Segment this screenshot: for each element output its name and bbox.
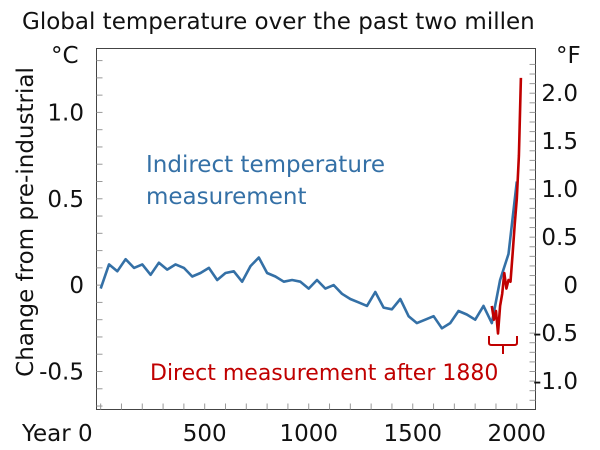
y-tick-label: 0.5: [47, 187, 84, 213]
indirect-annotation-line-2: measurement: [146, 184, 306, 210]
x-first-label: Year 0: [21, 421, 93, 447]
y-tick-label: 0: [69, 273, 84, 299]
y-right-tick-label: -0.5: [533, 321, 578, 347]
minor-ticks: [96, 60, 536, 410]
indirect-annotation-line-1: Indirect temperature: [146, 152, 385, 178]
y-axis-label: Change from pre-industrial: [13, 67, 39, 377]
plot-frame: [96, 48, 536, 410]
y-right-tick-label: 1.0: [541, 177, 578, 203]
unit-celsius-label: °C: [51, 43, 79, 69]
tick-labels: 1.0 0.5 0 -0.5 2.0 1.5 1.0 0.5 0 -0.5 -1.0 500 1000 1…: [39, 81, 578, 447]
x-tick-label: 1500: [383, 421, 442, 447]
y-tick-label: 1.0: [47, 100, 84, 126]
y-right-tick-label: 1.5: [541, 129, 578, 155]
direct-series-line: [490, 77, 523, 335]
direct-annotation: Direct measurement after 1880: [150, 361, 498, 386]
direct-measurement-bracket: [488, 336, 518, 354]
x-tick-label: 2000: [488, 421, 547, 447]
y-right-tick-label: 2.0: [541, 81, 578, 107]
y-right-tick-label: 0.5: [541, 225, 578, 251]
x-tick-label: 1000: [279, 421, 338, 447]
unit-fahrenheit-label: °F: [556, 43, 581, 69]
y-tick-label: -0.5: [39, 360, 84, 386]
chart-title: Global temperature over the past two mil…: [22, 9, 535, 35]
indirect-series-line: [99, 181, 519, 330]
chart-marks: [99, 77, 523, 335]
y-right-tick-label: -1.0: [533, 369, 578, 395]
x-tick-label: 500: [183, 421, 227, 447]
y-right-tick-label: 0: [563, 273, 578, 299]
